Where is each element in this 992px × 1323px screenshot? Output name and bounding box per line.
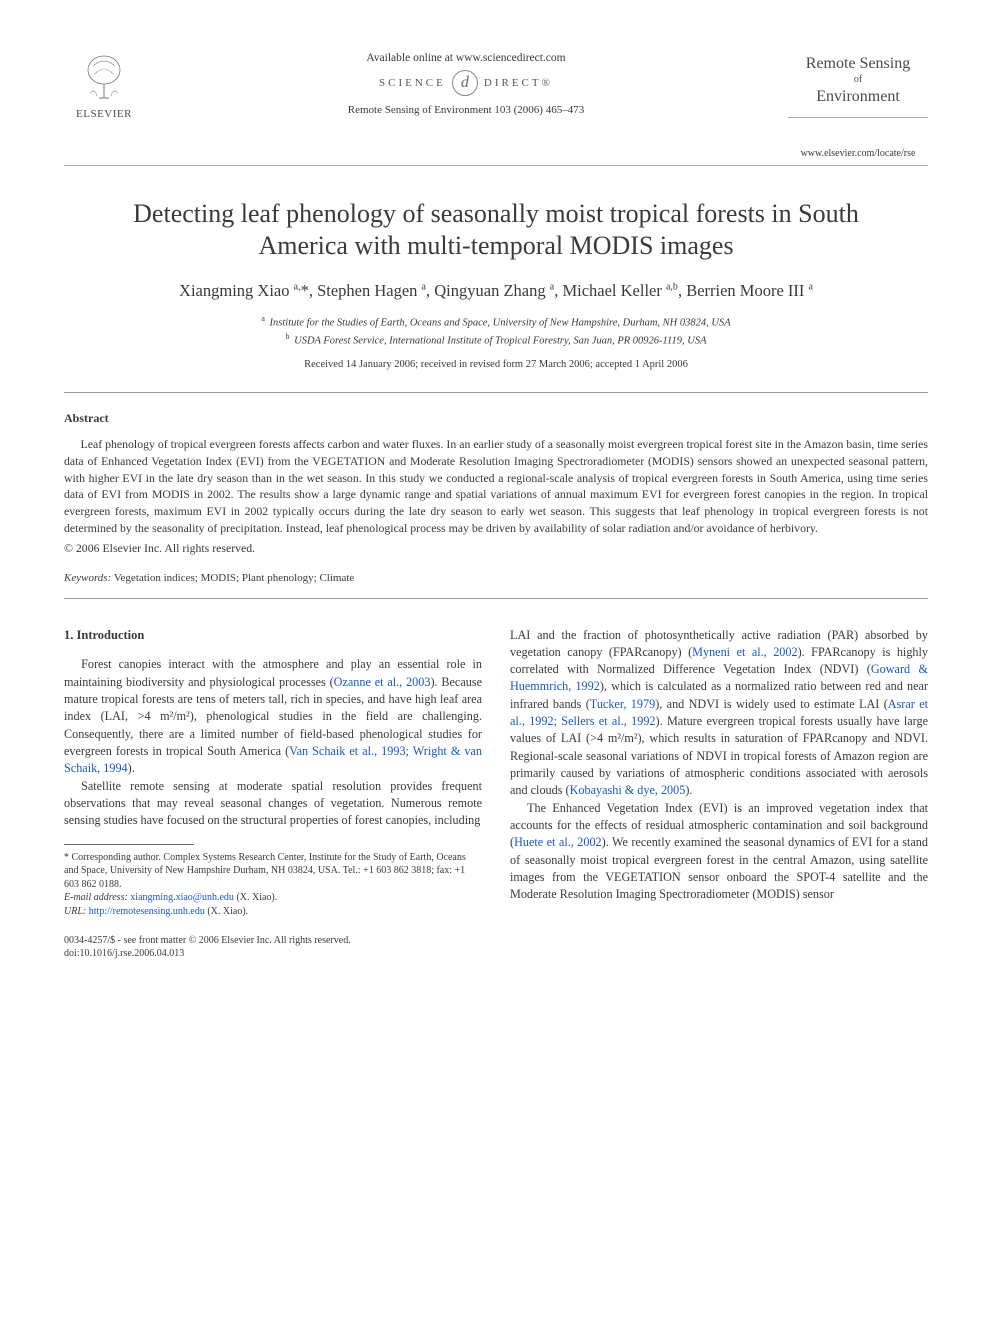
intro-para-2-cont: LAI and the fraction of photosynthetical…	[510, 627, 928, 800]
url-line: URL: http://remotesensing.unh.edu (X. Xi…	[64, 905, 482, 919]
email-line: E-mail address: xiangming.xiao@unh.edu (…	[64, 891, 482, 905]
elsevier-tree-icon	[75, 48, 133, 106]
header-rule	[64, 165, 928, 166]
sd-text-right: DIRECT®	[484, 77, 553, 89]
keywords-line: Keywords: Vegetation indices; MODIS; Pla…	[64, 572, 928, 584]
journal-title-block: Remote Sensing of Environment www.elsevi…	[788, 48, 928, 159]
intro-para-3: The Enhanced Vegetation Index (EVI) is a…	[510, 800, 928, 904]
left-column: 1. Introduction Forest canopies interact…	[64, 627, 482, 919]
cite-tucker-1979[interactable]: Tucker, 1979	[590, 697, 655, 711]
citation-line: Remote Sensing of Environment 103 (2006)…	[144, 104, 788, 116]
cite-kobayashi-2005[interactable]: Kobayashi & dye, 2005	[570, 783, 686, 797]
header-center: Available online at www.sciencedirect.co…	[144, 48, 788, 116]
cite-huete-2002[interactable]: Huete et al., 2002	[514, 835, 602, 849]
email-link[interactable]: xiangming.xiao@unh.edu	[130, 892, 234, 903]
right-column: LAI and the fraction of photosynthetical…	[510, 627, 928, 919]
journal-rule	[788, 117, 928, 118]
paper-title: Detecting leaf phenology of seasonally m…	[104, 198, 888, 263]
publisher-logo-block: ELSEVIER	[64, 48, 144, 120]
page-header: ELSEVIER Available online at www.science…	[64, 48, 928, 159]
publisher-name: ELSEVIER	[64, 108, 144, 120]
footnotes: * Corresponding author. Complex Systems …	[64, 851, 482, 919]
footnote-rule	[64, 844, 194, 845]
article-dates: Received 14 January 2006; received in re…	[64, 359, 928, 370]
journal-title-line1: Remote Sensing	[806, 55, 910, 72]
cite-ozanne-2003[interactable]: Ozanne et al., 2003	[334, 675, 431, 689]
abstract-copyright: © 2006 Elsevier Inc. All rights reserved…	[64, 541, 928, 556]
sciencedirect-logo: SCIENCE d DIRECT®	[144, 70, 788, 96]
affiliations: a Institute for the Studies of Earth, Oc…	[64, 313, 928, 350]
affiliation-a: a Institute for the Studies of Earth, Oc…	[64, 313, 928, 331]
email-label: E-mail address:	[64, 892, 128, 903]
intro-para-2: Satellite remote sensing at moderate spa…	[64, 778, 482, 830]
issn-line: 0034-4257/$ - see front matter © 2006 El…	[64, 934, 928, 947]
author-list: Xiangming Xiao a,*, Stephen Hagen a, Qin…	[64, 281, 928, 301]
abstract-body: Leaf phenology of tropical evergreen for…	[64, 436, 928, 537]
url-attribution: (X. Xiao).	[207, 906, 248, 917]
abstract-heading: Abstract	[64, 411, 928, 426]
journal-title-line2: Environment	[816, 88, 900, 105]
intro-para-1: Forest canopies interact with the atmosp…	[64, 656, 482, 777]
cite-myneni-2002[interactable]: Myneni et al., 2002	[692, 645, 797, 659]
author-url-link[interactable]: http://remotesensing.unh.edu	[89, 906, 205, 917]
section-1-heading: 1. Introduction	[64, 627, 482, 645]
corresponding-author-note: * Corresponding author. Complex Systems …	[64, 851, 482, 892]
journal-title-of: of	[788, 74, 928, 87]
keywords-rule	[64, 598, 928, 599]
journal-url: www.elsevier.com/locate/rse	[788, 148, 928, 159]
keywords-label: Keywords:	[64, 572, 111, 584]
email-attribution: (X. Xiao).	[236, 892, 277, 903]
doi-line: doi:10.1016/j.rse.2006.04.013	[64, 947, 928, 960]
available-online-text: Available online at www.sciencedirect.co…	[144, 52, 788, 64]
keywords-text: Vegetation indices; MODIS; Plant phenolo…	[114, 572, 354, 584]
affiliation-b: b USDA Forest Service, International Ins…	[64, 331, 928, 349]
sd-text-left: SCIENCE	[379, 77, 446, 89]
front-matter-line: 0034-4257/$ - see front matter © 2006 El…	[64, 934, 928, 960]
journal-title: Remote Sensing of Environment	[788, 54, 928, 107]
sd-swirl-icon: d	[452, 70, 478, 96]
url-label: URL:	[64, 906, 86, 917]
body-columns: 1. Introduction Forest canopies interact…	[64, 627, 928, 919]
abstract-top-rule	[64, 392, 928, 393]
